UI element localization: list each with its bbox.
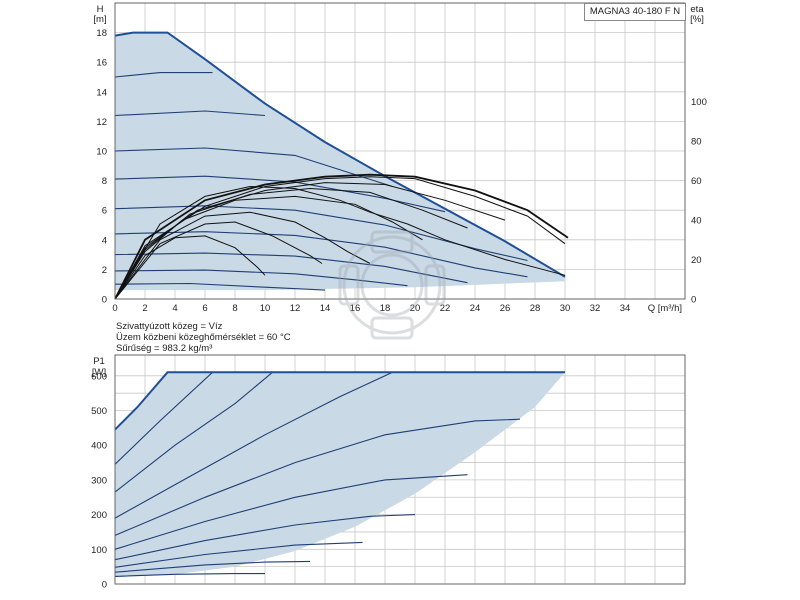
y-axis-unit: [m] (93, 14, 106, 25)
power-max-curve (114, 371, 565, 431)
watermark-logo (338, 230, 446, 340)
head-speed-curve (114, 72, 213, 78)
y-tick-label: 4 (102, 235, 107, 246)
x-tick-label: 10 (260, 303, 271, 314)
head-speed-curve (114, 231, 528, 278)
head-max-curve (114, 31, 566, 278)
head-speed-curve (114, 147, 393, 188)
efficiency-curve (114, 235, 266, 300)
y-tick-label: 18 (96, 28, 107, 39)
x-tick-label: 32 (590, 303, 601, 314)
power-speed-curve (114, 474, 468, 550)
power-speed-curve (114, 371, 213, 465)
y-axis-label: H (97, 4, 104, 15)
power-tick-label: 300 (91, 475, 107, 486)
x-tick-label: 22 (440, 303, 451, 314)
x-tick-label: 18 (380, 303, 391, 314)
head-speed-curve (114, 205, 528, 262)
eta-tick-label: 60 (691, 176, 702, 187)
eta-tick-label: 40 (691, 216, 702, 227)
y-tick-label: 8 (102, 176, 107, 187)
head-speed-curve (114, 110, 266, 117)
x-tick-label: 4 (172, 303, 177, 314)
head-speed-curve (114, 282, 326, 291)
x-tick-label: 12 (290, 303, 301, 314)
efficiency-curve (114, 173, 569, 300)
x-tick-label: 26 (500, 303, 511, 314)
eta-tick-label: 80 (691, 137, 702, 148)
efficiency-curve (114, 182, 506, 300)
eta-axis-label: eta (690, 4, 704, 15)
efficiency-curve (114, 187, 468, 300)
y-tick-label: 2 (102, 265, 107, 276)
eta-axis-unit: [%] (690, 14, 704, 25)
head-speed-curve (114, 252, 468, 284)
x-tick-label: 2 (142, 303, 147, 314)
power-plot-frame (114, 354, 686, 585)
power-speed-curve (114, 560, 311, 573)
power-tick-label: 600 (91, 371, 107, 382)
head-plot-frame (114, 2, 686, 300)
y-tick-label: 12 (96, 117, 107, 128)
efficiency-curve (114, 211, 371, 300)
y-tick-label: 0 (102, 295, 107, 306)
x-tick-label: 16 (350, 303, 361, 314)
power-operating-area (115, 372, 565, 578)
power-panel: 0 100 200 300 400 500 600 P1[W] (91, 354, 686, 591)
y-tick-label: 6 (102, 206, 107, 217)
y-tick-label: 16 (96, 58, 107, 69)
x-tick-label: 6 (202, 303, 207, 314)
power-tick-label: 100 (91, 545, 107, 556)
power-tick-label: 0 (102, 580, 107, 591)
x-axis-label: Q [m³/h] (648, 303, 682, 314)
x-tick-label: 24 (470, 303, 481, 314)
power-tick-label: 400 (91, 441, 107, 452)
x-tick-label: 14 (320, 303, 331, 314)
eta-tick-label: 0 (691, 295, 696, 306)
efficiency-curve (114, 195, 423, 300)
x-tick-label: 30 (560, 303, 571, 314)
fluid-note: Szivattyúzott közeg = Víz (116, 321, 223, 332)
efficiency-curve (114, 185, 566, 300)
power-speed-curve (114, 573, 265, 577)
efficiency-curve (114, 221, 323, 300)
temperature-note: Üzem közbeni közeghőmérséklet = 60 °C (116, 332, 291, 343)
model-label: MAGNA3 40-180 F N (584, 3, 686, 21)
density-note: Sűrűség = 983.2 kg/m³ (116, 343, 213, 354)
eta-tick-label: 20 (691, 255, 702, 266)
power-speed-curve (114, 514, 416, 561)
eta-tick-label: 100 (691, 97, 707, 108)
head-speed-curve (114, 269, 408, 287)
power-speed-curve (114, 541, 363, 568)
power-tick-label: 200 (91, 510, 107, 521)
power-speed-curve (114, 371, 273, 493)
power-axis-label: P1 (93, 356, 105, 367)
power-axis-unit: [W] (92, 367, 106, 378)
x-tick-label: 28 (530, 303, 541, 314)
x-tick-label: 8 (232, 303, 237, 314)
power-speed-curve (114, 371, 393, 519)
power-speed-curve (114, 418, 521, 536)
y-tick-label: 14 (96, 87, 107, 98)
head-efficiency-panel: 0 2 4 6 8 10 12 14 16 18 20 22 24 26 28 30 32 34024681012… (93, 2, 707, 314)
x-tick-label: 34 (620, 303, 631, 314)
x-tick-label: 20 (410, 303, 421, 314)
y-tick-label: 10 (96, 147, 107, 158)
x-tick-label: 0 (112, 303, 117, 314)
operating-area (115, 32, 565, 291)
power-tick-label: 500 (91, 406, 107, 417)
